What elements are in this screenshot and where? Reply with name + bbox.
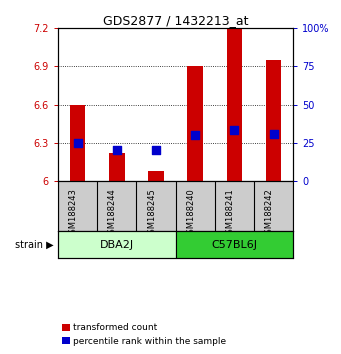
Text: strain ▶: strain ▶ [15,240,54,250]
Point [271,131,276,136]
Bar [176,231,293,258]
Text: GSM188242: GSM188242 [265,188,273,239]
Point [232,128,237,133]
Point [192,132,198,138]
Text: GSM188241: GSM188241 [225,188,235,239]
Point [153,148,159,153]
Title: GDS2877 / 1432213_at: GDS2877 / 1432213_at [103,14,248,27]
Bar [70,104,85,181]
Text: GSM188244: GSM188244 [108,188,117,239]
Text: GSM188240: GSM188240 [186,188,195,239]
Text: C57BL6J: C57BL6J [211,240,257,250]
Bar [188,67,203,181]
Text: DBA2J: DBA2J [100,240,134,250]
Bar [109,153,125,181]
Text: GSM188245: GSM188245 [147,188,156,239]
Point [114,148,119,153]
Point [75,140,80,145]
Text: GSM188243: GSM188243 [69,188,78,239]
Legend: transformed count, percentile rank within the sample: transformed count, percentile rank withi… [62,324,226,346]
Bar [226,28,242,181]
Bar [266,60,282,181]
Bar [148,171,164,181]
Bar [58,231,176,258]
